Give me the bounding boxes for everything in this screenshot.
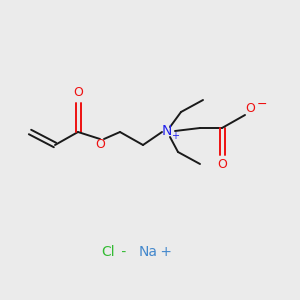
Text: -: - [117,245,127,259]
Text: O: O [73,86,83,100]
Text: O: O [95,139,105,152]
Text: +: + [171,131,179,141]
Text: O: O [217,158,227,170]
Text: −: − [257,98,267,110]
Text: +: + [156,245,172,259]
Text: Na: Na [139,245,158,259]
Text: N: N [162,124,172,138]
Text: O: O [245,103,255,116]
Text: Cl: Cl [101,245,115,259]
